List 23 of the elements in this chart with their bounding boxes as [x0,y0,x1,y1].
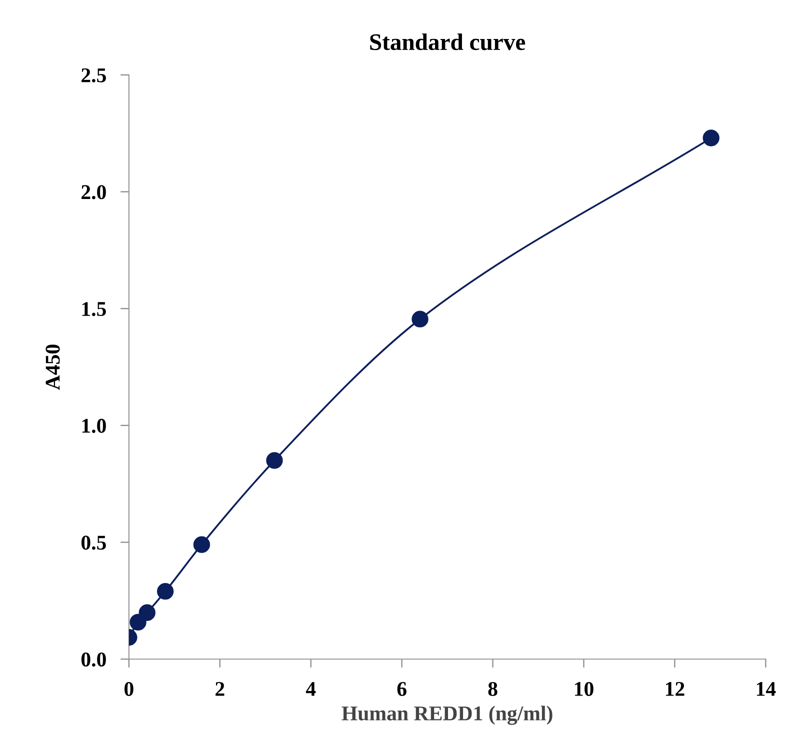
x-tick-label: 12 [666,682,684,696]
y-tick-label: 1.5 [82,302,106,316]
x-tick-label: 10 [575,682,594,696]
chart-title: Standard curve [370,34,526,50]
point [138,604,156,621]
y-tick-label: 2.5 [82,68,106,82]
x-tick-label: 0 [124,682,134,696]
y-tick-label: 1.0 [82,418,106,433]
point [412,310,428,328]
point [193,536,210,553]
y-tick-label: 0.0 [81,652,106,667]
x-tick-label: 8 [488,682,498,696]
point [266,452,283,469]
x-tick-label: 14 [756,682,776,696]
point [156,583,174,600]
x-tick-label: 2 [216,682,224,696]
y-axis-title: A450 [46,344,60,390]
x-axis-title: Human REDD1 (ng/ml) [342,706,552,725]
x-tick-label: 4 [306,682,316,696]
point [702,130,720,146]
x-tick-label: 6 [397,682,406,696]
y-tick-label: 0.5 [81,536,106,550]
y-tick-label: 2.0 [82,185,106,200]
